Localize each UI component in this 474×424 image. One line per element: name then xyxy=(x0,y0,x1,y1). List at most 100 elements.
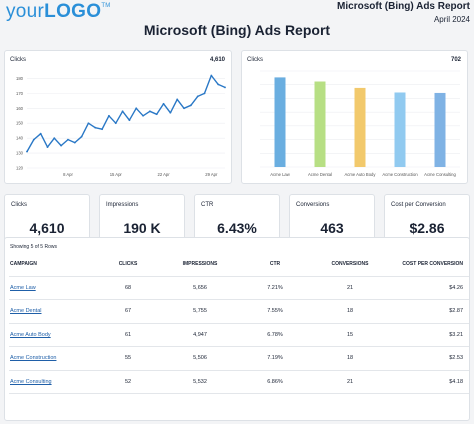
data-point xyxy=(73,141,76,144)
clicks-bar-chart-card: Clicks 702 Acme Law Acme Dental Acme Auto … xyxy=(241,50,468,184)
data-point xyxy=(26,150,28,153)
column-header-impressions[interactable]: IMPRESSIONS xyxy=(159,253,241,277)
campaign-cell[interactable]: Acme Auto Body xyxy=(9,323,97,347)
data-point xyxy=(53,137,56,140)
bar-chart-total: 702 xyxy=(450,57,461,63)
line-chart-label: Clicks xyxy=(10,57,26,63)
data-point xyxy=(196,95,199,98)
ctr-cell: 7.21% xyxy=(241,276,309,300)
campaign-cell[interactable]: Acme Consulting xyxy=(9,370,97,394)
x-tick-label: Acme Auto Body xyxy=(345,172,377,177)
data-point xyxy=(162,102,165,105)
x-tick-label: 29 Apr xyxy=(205,172,218,177)
ctr-cell: 6.86% xyxy=(241,370,309,394)
data-point xyxy=(155,113,158,116)
kpi-label: Conversions xyxy=(296,202,330,208)
y-tick-label: 160 xyxy=(16,106,24,111)
clicks-cell: 68 xyxy=(97,276,159,300)
data-point xyxy=(128,119,131,122)
campaign-cell[interactable]: Acme Law xyxy=(9,276,97,300)
clicks-line-chart: 120 130 140 150 160 170 180 8 Apr 15 Apr 22 Apr 29… xyxy=(16,74,226,177)
y-tick-label: 120 xyxy=(16,166,24,171)
clicks-cell: 52 xyxy=(97,370,159,394)
campaign-table: CAMPAIGN CLICKS IMPRESSIONS CTR CONVERSI… xyxy=(9,253,469,394)
conversions-cell: 21 xyxy=(309,276,391,300)
kpi-value: 4,610 xyxy=(29,220,65,236)
x-tick-label: Acme Consulting xyxy=(424,172,456,177)
table-row: Acme Construction 55 5,506 7.19% 18 $2.5… xyxy=(9,346,469,371)
data-point xyxy=(217,83,220,86)
data-point xyxy=(80,135,83,138)
data-point xyxy=(114,122,117,125)
data-point xyxy=(87,122,90,125)
clicks-cell: 61 xyxy=(97,323,159,347)
table-row: Acme Consulting 52 5,532 6.86% 21 $4.18 xyxy=(9,370,469,394)
y-tick-label: 180 xyxy=(16,76,24,81)
kpi-label: Clicks xyxy=(11,202,27,208)
column-header-ctr[interactable]: CTR xyxy=(241,253,309,277)
campaign-link[interactable]: Acme Law xyxy=(10,284,36,291)
data-point xyxy=(39,132,42,135)
page-title: Microsoft (Bing) Ads Report xyxy=(143,22,331,38)
campaign-cell[interactable]: Acme Construction xyxy=(9,346,97,371)
report-header: yourLOGOTM Microsoft (Bing) Ads Report A… xyxy=(0,0,474,46)
cost-per-conversion-cell: $4.18 xyxy=(391,370,469,394)
data-point xyxy=(46,146,49,149)
campaign-cell[interactable]: Acme Dental xyxy=(9,299,97,324)
conversions-cell: 18 xyxy=(309,346,391,371)
campaign-table-card: Showing 5 of 5 Rows CAMPAIGN CLICKS IMPR… xyxy=(4,237,470,421)
y-tick-label: 130 xyxy=(16,151,24,156)
y-tick-label: 150 xyxy=(16,121,24,126)
kpi-value: $2.86 xyxy=(409,220,445,236)
data-point xyxy=(121,110,124,113)
clicks-series-line xyxy=(26,74,226,152)
impressions-cell: 4,947 xyxy=(159,323,241,347)
report-name: Microsoft (Bing) Ads Report xyxy=(337,1,470,12)
data-point xyxy=(142,114,144,117)
bar xyxy=(434,92,446,167)
x-tick-label: 8 Apr xyxy=(63,172,73,177)
data-point xyxy=(32,138,35,141)
kpi-label: CTR xyxy=(201,202,214,208)
bar xyxy=(354,87,366,167)
data-point xyxy=(183,107,185,110)
report-date: April 2024 xyxy=(433,15,470,24)
ctr-cell: 7.55% xyxy=(241,299,309,324)
kpi-label: Impressions xyxy=(106,202,139,208)
company-logo: yourLOGOTM xyxy=(6,1,111,22)
data-point xyxy=(169,111,172,114)
column-header-clicks[interactable]: CLICKS xyxy=(97,253,159,277)
line-chart-total: 4,610 xyxy=(209,57,225,63)
campaign-link[interactable]: Acme Consulting xyxy=(10,378,52,385)
cost-per-conversion-cell: $2.87 xyxy=(391,299,469,324)
conversions-cell: 18 xyxy=(309,299,391,324)
clicks-line-chart-card: Clicks 4,610 120 130 140 150 160 170 180 8 Apr 1… xyxy=(4,50,232,184)
kpi-value: 190 K xyxy=(123,220,161,236)
report-meta: Microsoft (Bing) Ads Report April 2024 xyxy=(337,1,470,24)
conversions-cell: 21 xyxy=(309,370,391,394)
conversions-cell: 15 xyxy=(309,323,391,347)
clicks-bar-chart: Acme Law Acme Dental Acme Auto Body Acme Co… xyxy=(260,70,460,177)
x-tick-label: Acme Law xyxy=(270,172,291,177)
column-header-campaign[interactable]: CAMPAIGN xyxy=(9,253,97,277)
data-point xyxy=(67,138,69,141)
campaign-link[interactable]: Acme Dental xyxy=(10,308,42,315)
table-header-row: CAMPAIGN CLICKS IMPRESSIONS CTR CONVERSI… xyxy=(9,253,469,277)
bar-chart-label: Clicks xyxy=(247,57,263,63)
clicks-cell: 67 xyxy=(97,299,159,324)
column-header-cost-per-conversion[interactable]: COST PER CONVERSION xyxy=(391,253,469,277)
ctr-cell: 6.78% xyxy=(241,323,309,347)
data-point xyxy=(60,144,63,147)
campaign-link[interactable]: Acme Construction xyxy=(10,355,57,362)
x-tick-label: 22 Apr xyxy=(157,172,170,177)
bar xyxy=(274,77,286,167)
column-header-conversions[interactable]: CONVERSIONS xyxy=(309,253,391,277)
data-point xyxy=(148,110,151,113)
ctr-cell: 7.19% xyxy=(241,346,309,371)
kpi-label: Cost per Conversion xyxy=(391,202,446,208)
table-row-count: Showing 5 of 5 Rows xyxy=(10,244,57,250)
campaign-link[interactable]: Acme Auto Body xyxy=(10,331,51,338)
bar xyxy=(394,92,406,167)
data-point xyxy=(101,128,104,131)
cost-per-conversion-cell: $4.26 xyxy=(391,276,469,300)
